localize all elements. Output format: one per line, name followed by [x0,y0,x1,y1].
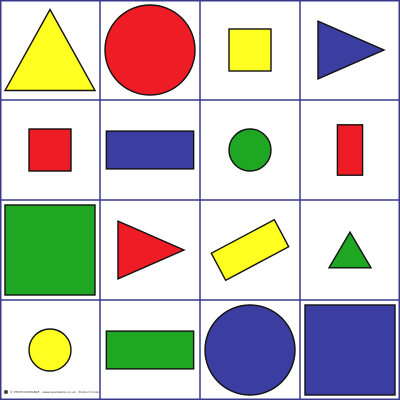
yellow-circle-icon [28,328,72,372]
green-rectangle-icon [105,330,195,370]
blue-triangle-icon [317,20,386,80]
green-circle-icon [228,128,272,172]
blue-square-icon [304,304,396,396]
footer-logo-icon [4,390,8,394]
green-square-icon [4,204,96,296]
red-square-icon [28,128,72,172]
yellow-triangle-icon [3,8,97,92]
blue-circle-icon [204,304,296,396]
yellow-rectangle-icon [210,218,290,282]
footer: © PHOTOCOPIABLE · www.sparklebox.co.uk ·… [4,390,99,394]
red-rectangle-icon [336,124,364,176]
green-triangle-icon [327,230,373,269]
red-circle-icon [104,4,196,96]
footer-text: © PHOTOCOPIABLE · www.sparklebox.co.uk ·… [10,390,99,394]
blue-rectangle-icon [105,130,195,170]
red-triangle-icon [117,220,186,280]
shapes-layer [3,4,396,396]
yellow-square-icon [228,28,272,72]
